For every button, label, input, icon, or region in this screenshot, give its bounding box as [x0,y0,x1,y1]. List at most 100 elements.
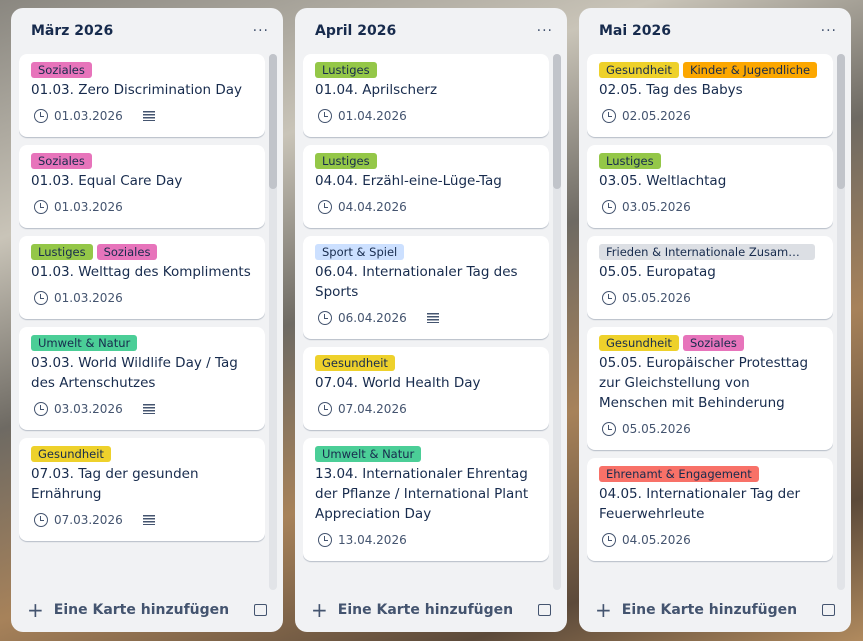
list-column: März 2026 ··· Soziales 01.03. Zero Discrimi… [11,8,283,632]
card-title: 05.05. Europäischer Protesttag zur Gleic… [599,355,809,411]
card-label[interactable]: Ehrenamt & Engagement [599,466,759,482]
list-title[interactable]: Mai 2026 [599,23,672,39]
list-title[interactable]: April 2026 [315,23,397,39]
card-labels: Gesundheit Soziales [599,335,821,351]
due-date: 01.04.2026 [338,109,407,123]
card-label[interactable]: Lustiges [599,153,661,169]
list-footer: + Eine Karte hinzufügen [11,588,283,632]
card-label[interactable]: Gesundheit [315,355,395,371]
card[interactable]: Ehrenamt & Engagement 04.05. Internationa… [587,458,833,561]
clock-icon [602,291,616,305]
card-title: 05.05. Europatag [599,264,716,280]
card-labels: Gesundheit [315,355,537,371]
card-template-icon[interactable] [822,604,835,616]
clock-icon [34,513,48,527]
card-labels: Umwelt & Natur [315,446,537,462]
card-labels: Gesundheit [31,446,253,462]
card[interactable]: Soziales 01.03. Zero Discrimination Day 01… [19,54,265,137]
card-labels: Lustiges [315,62,537,78]
card-meta: 05.05.2026 [599,286,821,310]
card-meta: 05.05.2026 [599,417,821,441]
list-title[interactable]: März 2026 [31,23,114,39]
description-icon [426,313,439,323]
scrollbar-thumb[interactable] [837,54,845,189]
card-title: 02.05. Tag des Babys [599,82,743,98]
scrollbar[interactable] [837,54,845,590]
list-more-icon[interactable]: ··· [252,23,269,39]
card-label[interactable]: Gesundheit [599,335,679,351]
card-label[interactable]: Umwelt & Natur [315,446,422,462]
scrollbar-thumb[interactable] [269,54,277,189]
card-labels: Umwelt & Natur [31,335,253,351]
add-card-label: Eine Karte hinzufügen [337,602,514,618]
clock-icon [34,200,48,214]
list-header: Mai 2026 ··· [579,8,851,54]
card-meta: 13.04.2026 [315,528,537,552]
list-header: März 2026 ··· [11,8,283,54]
card-label[interactable]: Umwelt & Natur [31,335,138,351]
due-date: 07.04.2026 [338,402,407,416]
card-title: 03.03. World Wildlife Day / Tag des Arte… [31,355,238,391]
plus-icon: + [595,598,612,622]
card-template-icon[interactable] [538,604,551,616]
card-label[interactable]: Gesundheit [31,446,111,462]
card-title: 04.04. Erzähl-eine-Lüge-Tag [315,173,502,189]
add-card-button[interactable]: + Eine Karte hinzufügen [311,598,513,622]
card-labels: Sport & Spiel [315,244,537,260]
due-date: 03.05.2026 [622,200,691,214]
scrollbar-thumb[interactable] [553,54,561,189]
card-template-icon[interactable] [254,604,267,616]
card[interactable]: Lustiges 04.04. Erzähl-eine-Lüge-Tag 04.04… [303,145,549,228]
list-column: Mai 2026 ··· Gesundheit Kinder & Jugendlich… [579,8,851,632]
card[interactable]: Frieden & Internationale Zusammenarbeit 0… [587,236,833,319]
due-date: 06.04.2026 [338,311,407,325]
card-title: 01.03. Equal Care Day [31,173,183,189]
card-label[interactable]: Lustiges [315,62,377,78]
clock-icon [602,422,616,436]
card-title: 13.04. Internationaler Ehrentag der Pfla… [315,466,529,522]
due-date: 13.04.2026 [338,533,407,547]
list-more-icon[interactable]: ··· [820,23,837,39]
card-label[interactable]: Soziales [31,62,92,78]
list-more-icon[interactable]: ··· [536,23,553,39]
due-date: 05.05.2026 [622,291,691,305]
card-label[interactable]: Kinder & Jugendliche [682,62,818,78]
card[interactable]: Lustiges 03.05. Weltlachtag 03.05.2026 [587,145,833,228]
card-label[interactable]: Lustiges [315,153,377,169]
card-label[interactable]: Soziales [682,335,744,351]
card-label[interactable]: Frieden & Internationale Zusammenarbeit [599,244,815,260]
clock-icon [34,291,48,305]
clock-icon [318,109,332,123]
card[interactable]: Sport & Spiel 06.04. Internationaler Tag … [303,236,549,339]
card-meta: 01.04.2026 [315,104,537,128]
scrollbar[interactable] [269,54,277,590]
plus-icon: + [27,598,44,622]
add-card-button[interactable]: + Eine Karte hinzufügen [595,598,797,622]
card-title: 04.05. Internationaler Tag der Feuerwehr… [599,486,801,522]
card[interactable]: Gesundheit 07.03. Tag der gesunden Ernähr… [19,438,265,541]
scrollbar[interactable] [553,54,561,590]
card-meta: 07.03.2026 [31,508,253,532]
card-title: 01.04. Aprilscherz [315,82,438,98]
clock-icon [602,533,616,547]
card[interactable]: Soziales 01.03. Equal Care Day 01.03.2026 [19,145,265,228]
card-label[interactable]: Gesundheit [599,62,679,78]
card[interactable]: Umwelt & Natur 13.04. Internationaler Ehr… [303,438,549,561]
card-meta: 01.03.2026 [31,195,253,219]
card[interactable]: Lustiges 01.04. Aprilscherz 01.04.2026 [303,54,549,137]
card[interactable]: Gesundheit Kinder & Jugendliche 02.05. Tag… [587,54,833,137]
description-icon [142,111,155,121]
card-label[interactable]: Sport & Spiel [315,244,405,260]
card-title: 01.03. Zero Discrimination Day [31,82,243,98]
card-label[interactable]: Soziales [96,244,158,260]
card[interactable]: Gesundheit 07.04. World Health Day 07.04.2… [303,347,549,430]
card[interactable]: Gesundheit Soziales 05.05. Europäischer Pr… [587,327,833,450]
plus-icon: + [311,598,328,622]
card-label[interactable]: Soziales [31,153,92,169]
add-card-button[interactable]: + Eine Karte hinzufügen [27,598,229,622]
card-label[interactable]: Lustiges [31,244,93,260]
card[interactable]: Umwelt & Natur 03.03. World Wildlife Day … [19,327,265,430]
clock-icon [318,533,332,547]
card-meta: 06.04.2026 [315,306,537,330]
card[interactable]: Lustiges Soziales 01.03. Welttag des Kompl… [19,236,265,319]
